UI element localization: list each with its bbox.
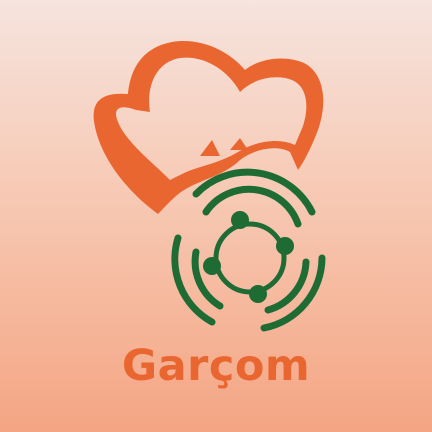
network-node	[231, 211, 249, 229]
network-node	[203, 257, 221, 275]
connected-circle-icon	[171, 168, 326, 332]
network-nodes	[203, 211, 294, 303]
network-node	[249, 285, 267, 303]
network-node	[276, 237, 294, 255]
chef-hat-icon	[93, 41, 324, 214]
app-name: Garçom	[121, 341, 311, 391]
